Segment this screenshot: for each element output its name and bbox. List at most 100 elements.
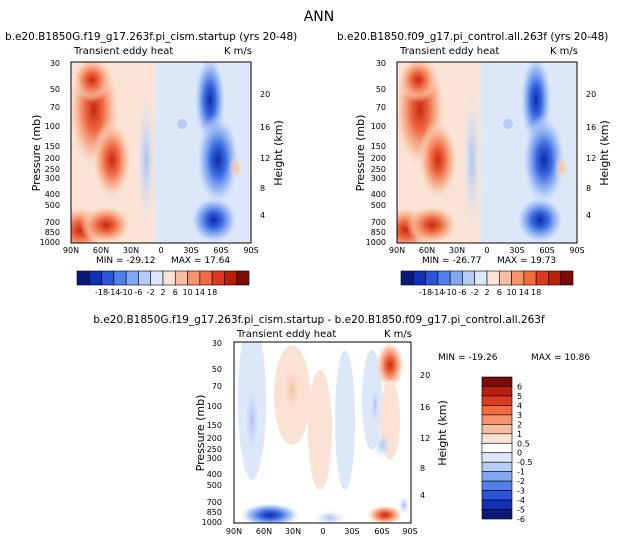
page-title: ANN (304, 9, 335, 25)
panel-3-colorbar-tick-label: 4 (517, 401, 522, 410)
panel-1-ytick: 300 (45, 174, 60, 183)
panel-1-xtick: 30N (123, 246, 139, 255)
panel-1-colorbar-swatch (199, 270, 213, 286)
panel-1-ytick: 700 (45, 218, 60, 227)
panel-1-colorbar-tick-label: -10 (120, 288, 133, 297)
panel-3-ytick: 500 (207, 481, 222, 490)
panel-2-field-label: Transient eddy heat (399, 46, 499, 57)
panel-2-colorbar-swatch (560, 270, 574, 286)
panel-2-heatmap (397, 62, 577, 243)
panel-3-colorbar-tick-label: 1 (517, 430, 522, 439)
panel-3-ytick: 30 (212, 339, 222, 348)
panel-3-colorbar-tick-label: -0.5 (517, 458, 533, 467)
panel-1-colorbar: -18 -14 -10 -6 -2 2 6 10 14 18 (76, 270, 250, 297)
panel-3-colorbar-tick-label: 2 (517, 420, 522, 429)
panel-2-ytick: 300 (371, 174, 386, 183)
panel-1-ytick: 250 (45, 165, 60, 174)
panel-2-colorbar-swatch (462, 270, 476, 286)
panel-3-colorbar-tick-label: -6 (517, 515, 525, 524)
panel-1-ytick: 500 (45, 201, 60, 210)
panel-1-ytick: 100 (45, 122, 60, 131)
panel-1-units: K m/s (224, 46, 252, 57)
panel-3-colorbar-tick-label: 6 (517, 382, 522, 391)
panel-1-y2tick: 8 (260, 184, 265, 193)
panel-3-xtick: 30S (344, 527, 359, 536)
panel-1-colorbar-tick-label: -18 (95, 288, 108, 297)
panel-3-colorbar-swatch (481, 376, 513, 387)
panel-2-colorbar: -18 -14 -10 -6 -2 2 6 10 14 18 (400, 270, 574, 297)
panel-2-ytick: 250 (371, 165, 386, 174)
panel-2-colorbar-swatch (449, 270, 463, 286)
panel-2-colorbar-swatch (400, 270, 414, 286)
panel-3-heatmap (234, 342, 411, 523)
panel-2-colorbar-swatch (498, 270, 512, 286)
panel-3-ylabel: Pressure (mb) (194, 395, 207, 472)
panel-1-colorbar-swatch (125, 270, 139, 286)
panel-1-colorbar-swatch (211, 270, 225, 286)
panel-3-colorbar-tick-label: -3 (517, 487, 525, 496)
panel-2-colorbar-swatch (486, 270, 500, 286)
panel-2-colorbar-swatch (523, 270, 537, 286)
panel-1-ytick: 1000 (40, 238, 60, 247)
panel-2-colorbar-tick-label: -18 (419, 288, 432, 297)
panel-2-ytick: 70 (376, 103, 386, 112)
panel-2-ytick: 500 (371, 201, 386, 210)
panel-3-ytick: 150 (207, 421, 222, 430)
panel-3-ytick: 1000 (202, 518, 222, 527)
panel-2-xtick: 30N (449, 246, 465, 255)
panel-1-xtick: 60S (213, 246, 228, 255)
panel-2-colorbar-swatch (535, 270, 549, 286)
panel-3-colorbar-tick-label: -5 (517, 506, 525, 515)
panel-1-ytick: 50 (50, 85, 60, 94)
panel-2-units: K m/s (550, 46, 578, 57)
panel-2-y2tick: 16 (586, 123, 596, 132)
panel-2-ytick: 200 (371, 154, 386, 163)
panel-1-colorbar-swatch (224, 270, 238, 286)
panel-3-ytick: 100 (207, 402, 222, 411)
panel-3-xtick: 60S (374, 527, 389, 536)
panel-3: b.e20.B1850G.f19_g17.263f.pi_cism.startu… (93, 314, 590, 536)
panel-1-colorbar-swatch (174, 270, 188, 286)
panel-2-max-label: MAX = 19.73 (497, 256, 556, 266)
panel-3-colorbar-swatch (481, 395, 513, 406)
panel-3-frame (233, 341, 412, 524)
panel-1-xtick: 90N (63, 246, 79, 255)
panel-1-ylabel: Pressure (mb) (30, 115, 43, 192)
panel-3-colorbar-swatch (481, 471, 513, 482)
panel-2-xtick: 60S (539, 246, 554, 255)
panel-1-colorbar-swatch (150, 270, 164, 286)
panel-1-colorbar-swatch (162, 270, 176, 286)
panel-1-xtick: 90S (243, 246, 258, 255)
panel-3-colorbar-tick-label: 5 (517, 392, 522, 401)
panel-3-xtick: 30N (285, 527, 301, 536)
panel-2-colorbar-tick-label: -14 (431, 288, 444, 297)
panel-2-ylabel: Pressure (mb) (354, 115, 367, 192)
panel-3-colorbar-tick-label: -4 (517, 496, 525, 505)
panel-3-ytick: 400 (207, 470, 222, 479)
panel-2: b.e20.B1850.f09_g17.pi_control.all.263f … (337, 31, 611, 297)
panel-3-colorbar-swatch (481, 405, 513, 416)
panel-3-ytick: 700 (207, 498, 222, 507)
panel-3-title: b.e20.B1850G.f19_g17.263f.pi_cism.startu… (93, 314, 545, 326)
panel-2-colorbar-swatch (412, 270, 426, 286)
panel-3-colorbar-swatch (481, 442, 513, 454)
panel-2-colorbar-tick-label: 10 (506, 288, 516, 297)
panel-3-colorbar-swatch (481, 499, 513, 510)
panel-2-colorbar-swatch (425, 270, 439, 286)
panel-2-frame (396, 61, 578, 244)
panel-3-y2tick: 12 (420, 434, 430, 443)
panel-2-colorbar-tick-label: -10 (444, 288, 457, 297)
panel-1-colorbar-swatch (101, 270, 115, 286)
panel-1-ytick: 70 (50, 103, 60, 112)
panel-1-ytick: 850 (45, 228, 60, 237)
panel-1-colorbar-tick-label: -6 (134, 288, 142, 297)
panel-2-ytick: 1000 (366, 238, 386, 247)
panel-1: b.e20.B1850G.f19_g17.263f.pi_cism.startu… (5, 31, 297, 297)
panel-1-colorbar-swatch (138, 270, 152, 286)
panel-1-colorbar-tick-label: 2 (160, 288, 165, 297)
panel-3-colorbar-swatch (481, 452, 513, 463)
panel-3-y2tick: 16 (420, 403, 430, 412)
panel-2-xtick: 90N (389, 246, 405, 255)
panel-3-ytick: 850 (207, 508, 222, 517)
